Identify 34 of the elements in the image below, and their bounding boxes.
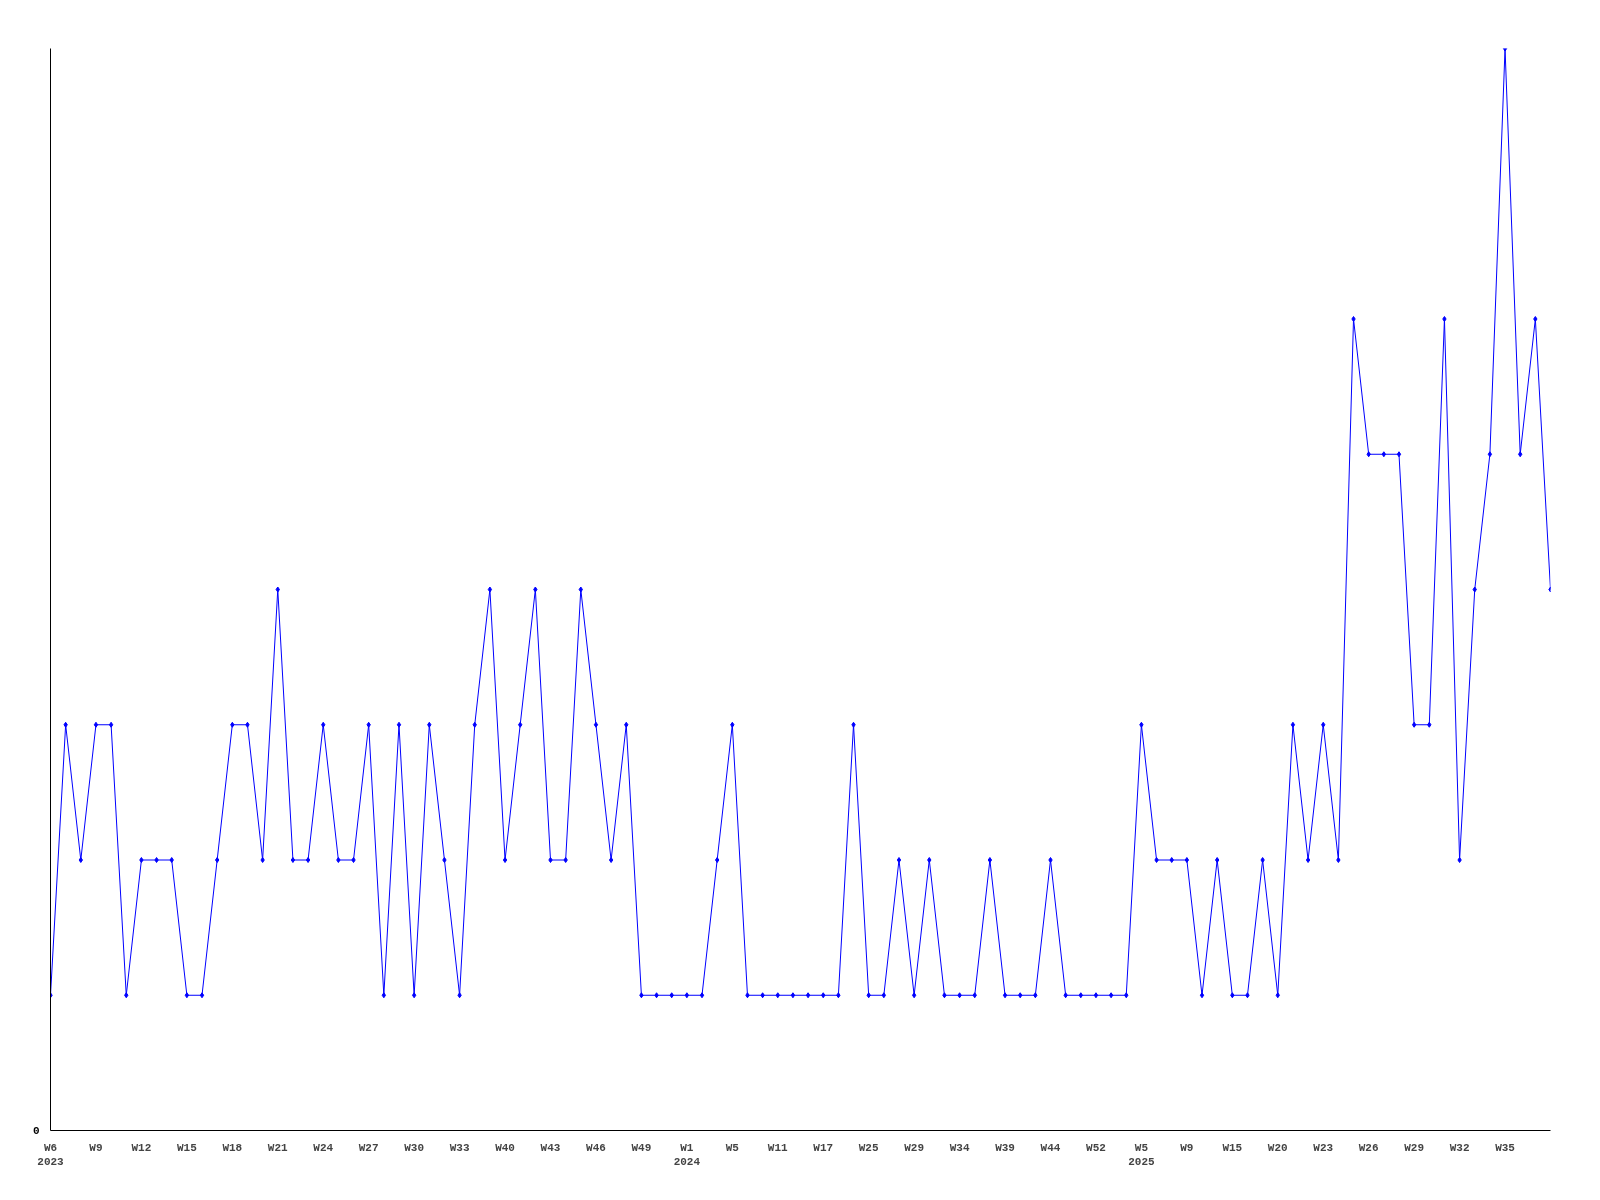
x-tick-label: W34 bbox=[949, 1141, 970, 1154]
x-tick-label: W9 bbox=[89, 1141, 103, 1154]
x-tick-label: W9 bbox=[1180, 1141, 1194, 1154]
x-tick-label: W43 bbox=[540, 1141, 561, 1154]
x-tick-label: W15 bbox=[176, 1141, 198, 1154]
x-tick-label: W5 bbox=[725, 1141, 740, 1154]
x-tick-label: W33 bbox=[449, 1141, 470, 1154]
x-tick-label: W30 bbox=[404, 1141, 425, 1154]
x-tick-label: W27 bbox=[358, 1141, 379, 1154]
x-tick-label: W20 bbox=[1267, 1141, 1288, 1154]
x-tick-label: W52 bbox=[1086, 1141, 1106, 1154]
x-tick-label: W32 bbox=[1449, 1141, 1470, 1154]
x-tick-label: W23 bbox=[1313, 1141, 1334, 1154]
x-tick-label: W21 bbox=[267, 1141, 289, 1154]
x-tick-label: W49 bbox=[631, 1141, 652, 1154]
x-tick-label: W29 bbox=[1404, 1141, 1425, 1154]
x-tick-label: W39 bbox=[995, 1141, 1015, 1154]
x-tick-label: W11 bbox=[767, 1141, 789, 1154]
x-tick-label: W6 2023 bbox=[37, 1141, 65, 1168]
x-tick-label: W44 bbox=[1040, 1141, 1061, 1154]
x-tick-label: W12 bbox=[131, 1141, 152, 1154]
x-tick-label: W5 2025 bbox=[1128, 1141, 1156, 1168]
x-tick-label: W26 bbox=[1358, 1141, 1379, 1154]
x-tick-label: W1 2024 bbox=[673, 1141, 701, 1168]
text: 0 bbox=[32, 1125, 40, 1137]
x-tick-label: W18 bbox=[222, 1141, 243, 1154]
x-tick-label: W46 bbox=[586, 1141, 606, 1154]
x-tick-label: W24 bbox=[313, 1141, 334, 1154]
x-tick-label: W17 bbox=[813, 1141, 834, 1154]
x-tick-label: W35 bbox=[1495, 1141, 1516, 1154]
x-tick-label: W29 bbox=[904, 1141, 925, 1154]
x-tick-label: W15 bbox=[1222, 1141, 1243, 1154]
x-tick-label: W40 bbox=[495, 1141, 515, 1154]
x-tick-label: W25 bbox=[858, 1141, 879, 1154]
